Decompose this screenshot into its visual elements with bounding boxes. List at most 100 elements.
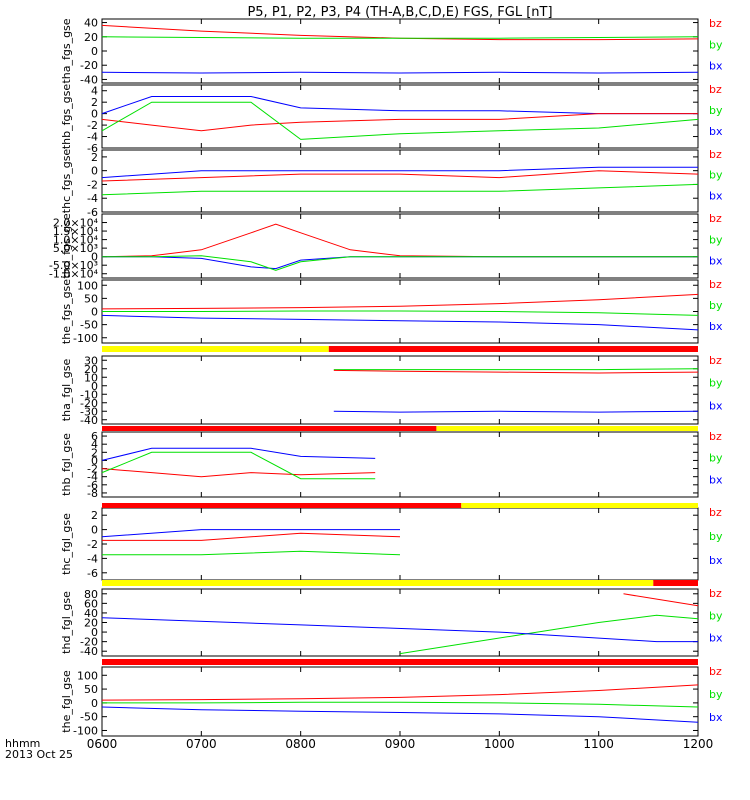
- panel-thb_fgs_gse: 420-2-4-6 thb_fgs_gse bz by bx: [60, 83, 723, 155]
- y-tick-label: 0: [91, 45, 98, 58]
- y-tick-label: 0: [91, 306, 98, 319]
- panel-frame: [101, 213, 699, 279]
- series-line-bx: [101, 71, 699, 74]
- legend-bx: bx: [709, 255, 723, 268]
- series-line-bx: [102, 256, 698, 270]
- legend-bz: bz: [709, 587, 722, 600]
- y-tick-label: -8: [87, 487, 98, 500]
- x-tick-label: 0800: [285, 737, 316, 751]
- y-tick-label: 50: [84, 292, 98, 305]
- panel-thc_fgl_gse: 2 0-2-4 -6 thc_fgl_gse bz by bx: [60, 506, 723, 581]
- y-tick-label: 20: [84, 363, 98, 376]
- series-line-bx: [101, 529, 400, 538]
- x-tick-label: 1100: [583, 737, 614, 751]
- time-axis-label-date: 2013 Oct 25: [5, 748, 73, 761]
- legend-bz: bz: [709, 278, 722, 291]
- legend-by: by: [709, 299, 723, 312]
- legend-by: by: [709, 233, 723, 246]
- series-line-by: [101, 101, 699, 140]
- time-axis-label-hhmm: hhmm: [5, 737, 40, 750]
- y-axis-label: thb_fgs_gse: [60, 84, 73, 150]
- y-tick-label: 0: [91, 626, 98, 639]
- legend-bz: bz: [709, 212, 722, 225]
- series-line-bx: [333, 410, 699, 413]
- series-line-bx: [101, 706, 699, 723]
- y-tick-label: 2: [91, 151, 98, 164]
- legend-bx: bx: [709, 632, 723, 645]
- y-tick-label: 50: [84, 683, 98, 696]
- series-line-bx: [101, 96, 698, 115]
- panel-frame: [101, 84, 699, 149]
- legend-bx: bx: [709, 189, 723, 202]
- mode-bar-segment-red: [328, 346, 698, 352]
- series-line-by: [102, 550, 401, 556]
- mode-bar-segment-red: [102, 503, 462, 508]
- series-line-bz: [101, 170, 699, 182]
- panel-frame: [101, 507, 699, 581]
- y-tick-label: -30: [80, 405, 98, 418]
- y-tick-label: 10: [84, 371, 98, 384]
- y-axis-label: thc_fgs_gse: [60, 149, 73, 214]
- y-tick-label: -6: [87, 142, 98, 155]
- mode-bar-segment-yellow: [102, 580, 654, 586]
- y-tick-label: 20: [84, 617, 98, 630]
- legend-bz: bz: [709, 506, 722, 519]
- legend-bx: bx: [709, 399, 723, 412]
- y-axis-label: thb_fgl_gse: [60, 433, 73, 496]
- series-line-by: [102, 255, 698, 271]
- legend-bx: bx: [709, 554, 723, 567]
- legend-by: by: [709, 609, 723, 622]
- y-tick-label: -50: [80, 711, 98, 724]
- mode-bar-segment-red: [653, 580, 698, 586]
- y-tick-label: -20: [80, 397, 98, 410]
- x-tick-label: 0600: [87, 737, 118, 751]
- legend-bz: bz: [709, 665, 722, 678]
- panel-frame: [101, 666, 699, 737]
- y-tick-label: 4: [91, 438, 98, 451]
- panel-frame: [101, 355, 699, 425]
- y-tick-label: -6: [87, 479, 98, 492]
- x-tick-label: 0900: [385, 737, 416, 751]
- y-tick-label: 0: [91, 454, 98, 467]
- panel-thd_fgs_gse: 2.0×10⁴1.5×10⁴1.0×10⁴5.0×10³0-5.0×10³-1.…: [49, 212, 723, 281]
- y-tick-label: -10: [80, 388, 98, 401]
- y-tick-label: 2: [91, 96, 98, 109]
- y-axis-label: thd_fgl_gse: [60, 591, 73, 654]
- y-tick-label: 60: [84, 597, 98, 610]
- y-tick-label: -40: [80, 414, 98, 427]
- y-tick-label: 6: [91, 430, 98, 443]
- y-tick-label: -40: [80, 645, 98, 658]
- series-line-bx: [101, 617, 698, 643]
- chart-title: P5, P1, P2, P3, P4 (TH-A,B,C,D,E) FGS, F…: [247, 5, 552, 20]
- y-tick-label: -50: [80, 319, 98, 332]
- y-tick-label: 100: [77, 669, 98, 682]
- y-axis-label: tha_fgl_gse: [60, 359, 73, 422]
- series-line-bz: [101, 293, 699, 310]
- y-tick-label: 1.0×10⁴: [53, 234, 99, 247]
- y-tick-label: 2: [91, 509, 98, 522]
- y-tick-label: -2: [87, 119, 98, 132]
- y-tick-label: -5.0×10³: [49, 259, 98, 272]
- series-line-bx: [101, 447, 376, 461]
- y-tick-label: 4: [91, 85, 98, 98]
- series-line-by: [102, 310, 699, 316]
- y-tick-label: -20: [80, 636, 98, 649]
- x-tick-label: 1200: [683, 737, 714, 751]
- series-line-by: [333, 368, 699, 371]
- y-axis-label: the_fgs_gse: [60, 279, 73, 344]
- y-tick-label: 40: [84, 607, 98, 620]
- legend-by: by: [709, 452, 723, 465]
- series-line-bz: [102, 532, 401, 541]
- legend-by: by: [709, 169, 723, 182]
- y-axis-label: thd_fgs_gse: [60, 213, 73, 279]
- y-axis-label: thc_fgl_gse: [60, 513, 73, 575]
- panel-frame: [101, 431, 699, 498]
- series-line-by: [101, 451, 376, 480]
- series-line-bz: [623, 593, 699, 607]
- y-tick-label: -1.0×10⁴: [49, 268, 99, 281]
